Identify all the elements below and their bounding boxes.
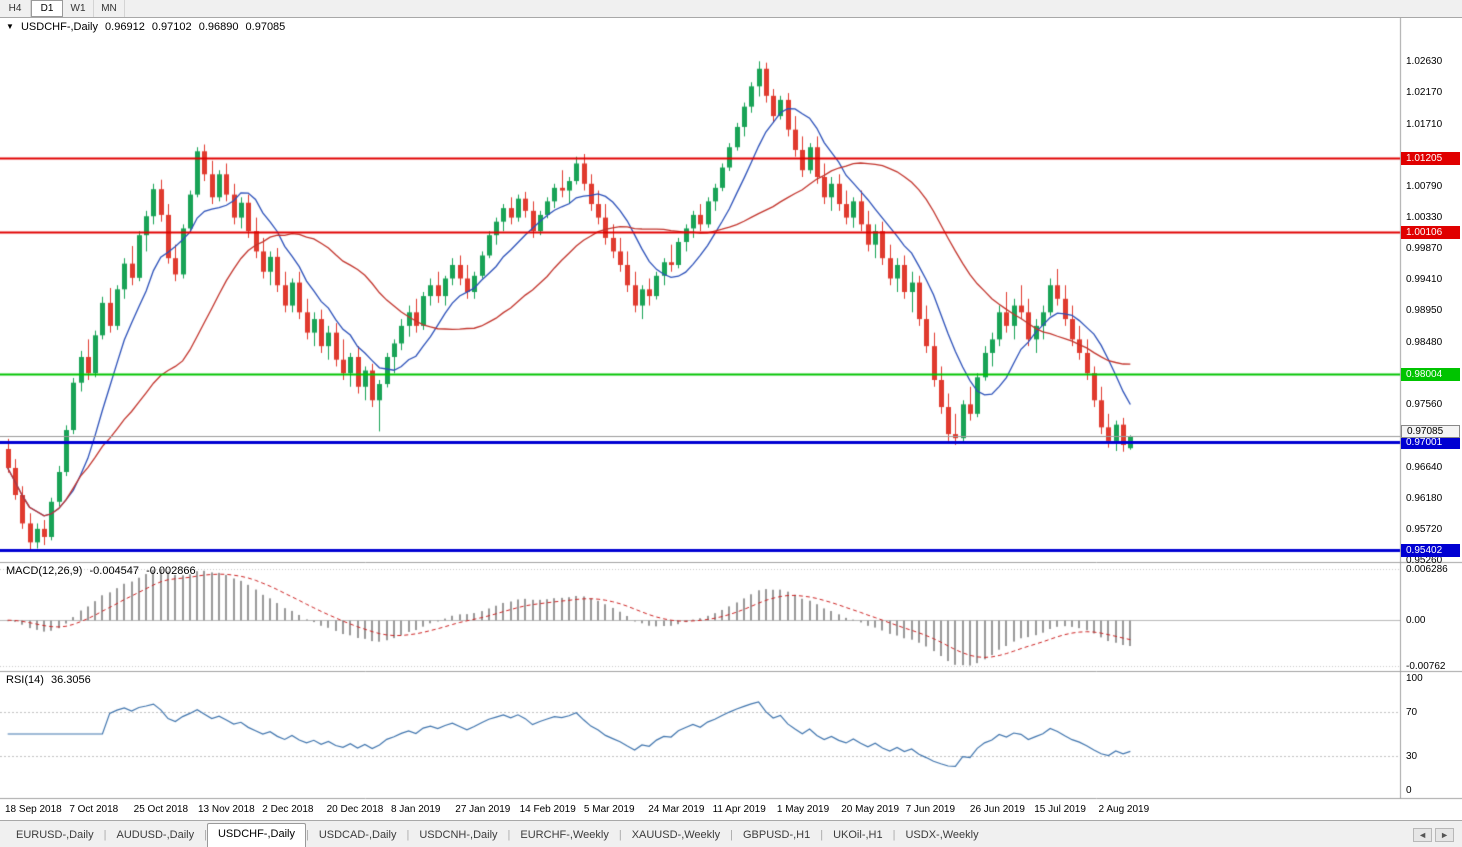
chart-tab-usdchf[interactable]: USDCHF-,Daily bbox=[206, 823, 306, 847]
ohlc-close: 0.97085 bbox=[245, 21, 286, 33]
price-axis-tick[interactable]: 0.98950 bbox=[1406, 305, 1443, 317]
macd-axis-tick: -0.00762 bbox=[1406, 660, 1446, 672]
date-axis-label: 27 Jan 2019 bbox=[455, 804, 511, 815]
macd-label: MACD(12,26,9) bbox=[6, 565, 83, 577]
date-axis-label: 2 Dec 2018 bbox=[262, 804, 314, 815]
tab-separator: | bbox=[103, 829, 107, 841]
chart-tab-usdcnh[interactable]: USDCNH-,Daily bbox=[419, 829, 498, 841]
date-axis-label: 15 Jul 2019 bbox=[1034, 804, 1086, 815]
date-axis-label: 11 Apr 2019 bbox=[712, 804, 766, 815]
tab-scroll-controls: ◄ ► bbox=[1413, 828, 1462, 847]
price-level-tag: 0.97001 bbox=[1401, 436, 1460, 450]
chart-tab-usdcad[interactable]: USDCAD-,Daily bbox=[318, 829, 397, 841]
price-axis-tick[interactable]: 1.00790 bbox=[1406, 180, 1443, 192]
tab-separator: | bbox=[406, 829, 410, 841]
chevron-down-icon[interactable]: ▼ bbox=[6, 22, 14, 31]
chart-region: ▼ USDCHF-,Daily 0.96912 0.97102 0.96890 … bbox=[0, 18, 1462, 820]
timeframe-toolbar: H4 D1 W1 MN bbox=[0, 0, 1462, 18]
price-axis-tick[interactable]: 0.98480 bbox=[1406, 337, 1443, 349]
tab-separator: | bbox=[730, 829, 733, 841]
price-axis-tick[interactable]: 1.00330 bbox=[1406, 211, 1443, 223]
timeframe-button-h4[interactable]: H4 bbox=[0, 0, 31, 17]
rsi-value: 36.3056 bbox=[50, 674, 91, 686]
rsi-title: RSI(14) 36.3056 bbox=[6, 674, 95, 686]
macd-axis-tick: 0.00 bbox=[1406, 615, 1426, 627]
date-axis-label: 24 Mar 2019 bbox=[648, 804, 705, 815]
price-level-tag: 1.01205 bbox=[1401, 151, 1460, 165]
price-axis-tick[interactable]: 0.99410 bbox=[1406, 274, 1443, 286]
chart-tab-usdx[interactable]: USDX-,Weekly bbox=[905, 829, 979, 841]
timeframe-button-d1[interactable]: D1 bbox=[31, 0, 63, 17]
price-level-tag: 0.98004 bbox=[1401, 368, 1460, 382]
price-axis-tick[interactable]: 0.95260 bbox=[1406, 554, 1443, 566]
tab-separator: | bbox=[204, 829, 207, 841]
tab-separator: | bbox=[507, 829, 511, 841]
chart-symbol-label: USDCHF-,Daily bbox=[20, 21, 98, 33]
tab-separator: | bbox=[892, 829, 896, 841]
rsi-axis-tick: 0 bbox=[1406, 785, 1412, 796]
date-axis-label: 20 Dec 2018 bbox=[326, 804, 384, 815]
macd-title: MACD(12,26,9) -0.004547 -0.002866 bbox=[6, 565, 200, 577]
date-axis-label: 13 Nov 2018 bbox=[197, 804, 255, 815]
tab-separator: | bbox=[305, 829, 309, 841]
macd-value-main: -0.004547 bbox=[89, 565, 140, 577]
rsi-axis-tick: 70 bbox=[1406, 706, 1418, 718]
date-axis-label: 20 May 2019 bbox=[841, 804, 900, 815]
rsi-axis-tick: 30 bbox=[1406, 751, 1418, 763]
tab-separator: | bbox=[618, 829, 622, 841]
chart-tab-xauusd[interactable]: XAUUSD-,Weekly bbox=[631, 829, 721, 841]
price-level-tag: 0.95402 bbox=[1401, 544, 1460, 558]
macd-value-signal: -0.002866 bbox=[146, 565, 196, 577]
date-axis-label: 2 Aug 2019 bbox=[1098, 804, 1150, 815]
ohlc-high: 0.97102 bbox=[151, 21, 192, 33]
rsi-axis-tick: 100 bbox=[1406, 673, 1423, 684]
price-axis-tick[interactable]: 1.02630 bbox=[1406, 56, 1443, 68]
timeframe-button-mn[interactable]: MN bbox=[94, 0, 125, 17]
tab-separator: | bbox=[820, 829, 824, 841]
chart-tab-gbpusd[interactable]: GBPUSD-,H1 bbox=[742, 829, 811, 841]
tab-scroll-right-icon[interactable]: ► bbox=[1435, 828, 1454, 842]
price-axis-tick[interactable]: 0.96640 bbox=[1406, 461, 1443, 473]
date-axis-label: 8 Jan 2019 bbox=[390, 804, 441, 815]
price-axis-tick[interactable]: 0.96180 bbox=[1406, 492, 1443, 504]
macd-axis-tick: 0.006286 bbox=[1406, 564, 1448, 576]
ohlc-open: 0.96912 bbox=[105, 21, 145, 33]
date-axis-label: 14 Feb 2019 bbox=[519, 804, 576, 815]
chart-tab-ukoil[interactable]: UKOil-,H1 bbox=[833, 829, 883, 841]
date-axis-label: 7 Jun 2019 bbox=[905, 804, 956, 815]
date-axis-label: 5 Mar 2019 bbox=[583, 804, 635, 815]
tab-scroll-left-icon[interactable]: ◄ bbox=[1413, 828, 1433, 842]
chart-tab-eurusd[interactable]: EURUSD-,Daily bbox=[16, 829, 94, 841]
date-axis-label: 25 Oct 2018 bbox=[133, 804, 189, 815]
current-price-tag: 0.97085 bbox=[1401, 425, 1460, 439]
price-axis-tick[interactable]: 0.95720 bbox=[1406, 523, 1443, 535]
date-axis-label: 18 Sep 2018 bbox=[5, 804, 62, 815]
date-axis-label: 7 Oct 2018 bbox=[69, 804, 119, 815]
rsi-label: RSI(14) bbox=[6, 674, 44, 686]
price-level-tag: 1.00106 bbox=[1401, 226, 1460, 240]
chart-tab-audusd[interactable]: AUDUSD-,Daily bbox=[116, 829, 195, 841]
chart-title: ▼ USDCHF-,Daily 0.96912 0.97102 0.96890 … bbox=[6, 21, 289, 33]
date-axis-label: 1 May 2019 bbox=[776, 804, 830, 815]
chart-tab-eurchf[interactable]: EURCHF-,Weekly bbox=[520, 829, 609, 841]
timeframe-button-w1[interactable]: W1 bbox=[63, 0, 94, 17]
chart-tab-bar: EURUSD-,Daily | AUDUSD-,Daily | USDCHF-,Dail… bbox=[0, 820, 1462, 847]
price-axis-tick[interactable]: 0.97560 bbox=[1406, 399, 1443, 411]
price-axis-tick[interactable]: 1.02170 bbox=[1406, 87, 1443, 99]
price-axis-tick[interactable]: 1.01710 bbox=[1406, 118, 1443, 130]
ohlc-low: 0.96890 bbox=[198, 21, 239, 33]
price-axis-tick[interactable]: 0.99870 bbox=[1406, 243, 1443, 255]
chart-canvas[interactable] bbox=[0, 18, 1462, 820]
date-axis-label: 26 Jun 2019 bbox=[969, 804, 1025, 815]
